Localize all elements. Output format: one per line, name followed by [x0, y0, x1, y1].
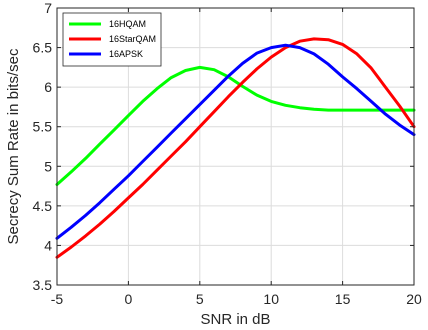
y-tick-label: 6: [44, 79, 52, 95]
y-tick-label: 4: [44, 237, 52, 253]
y-tick-label: 3.5: [33, 277, 53, 293]
y-axis-label: Secrecy Sum Rate in bits/sec: [5, 48, 22, 244]
x-tick-label: 0: [125, 291, 133, 307]
x-tick-label: -5: [51, 291, 64, 307]
y-tick-labels: 3.5 4 4.5 5 5.5 6 6.5 7: [33, 0, 53, 293]
x-tick-labels: -5 0 5 10 15 20: [51, 291, 422, 307]
x-axis-label: SNR in dB: [200, 311, 270, 328]
x-tick-label: 15: [335, 291, 351, 307]
x-tick-label: 10: [263, 291, 279, 307]
legend: 16HQAM 16StarQAM 16APSK: [62, 12, 162, 67]
y-tick-label: 7: [44, 0, 52, 16]
x-tick-label: 20: [406, 291, 422, 307]
tick-marks: [56, 7, 415, 286]
legend-label-16apsk: 16APSK: [109, 49, 143, 59]
legend-label-16starqam: 16StarQAM: [109, 34, 156, 44]
x-tick-label: 5: [196, 291, 204, 307]
y-tick-label: 5.5: [33, 119, 53, 135]
y-tick-label: 6.5: [33, 40, 53, 56]
series-line-16hqam: [55, 65, 416, 186]
y-tick-label: 4.5: [33, 198, 53, 214]
series-lines: [55, 37, 416, 259]
series-line-16apsk: [55, 43, 416, 240]
series-line-16starqam: [55, 37, 416, 259]
y-tick-label: 5: [44, 158, 52, 174]
legend-label-16hqam: 16HQAM: [109, 19, 146, 29]
plot-area-border: [56, 7, 415, 286]
